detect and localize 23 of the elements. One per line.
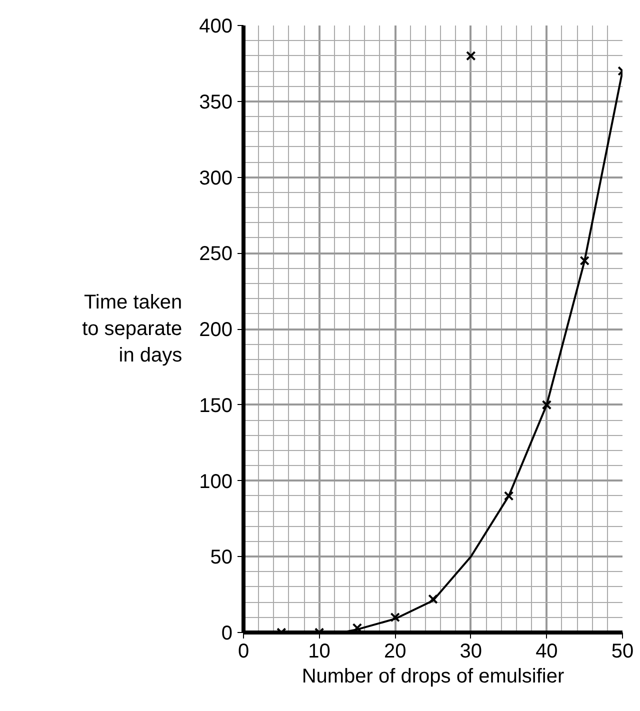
x-axis-title: Number of drops of emulsifier bbox=[302, 666, 564, 688]
y-tick-label: 0 bbox=[221, 622, 232, 644]
x-tick-label: 20 bbox=[384, 640, 406, 662]
y-tick-label: 400 bbox=[199, 16, 233, 38]
x-tick-label: 30 bbox=[460, 640, 482, 662]
x-tick-label: 40 bbox=[536, 640, 558, 662]
point bbox=[390, 612, 400, 622]
point bbox=[504, 491, 514, 501]
point bbox=[428, 594, 438, 604]
point bbox=[542, 400, 552, 410]
x-tick-label: 50 bbox=[611, 640, 634, 662]
y-tick-label: 300 bbox=[199, 167, 233, 190]
y-tick-label: 50 bbox=[210, 546, 233, 569]
y-axis-title: Time taken to separate in days bbox=[82, 292, 182, 366]
y-tick-label: 100 bbox=[199, 470, 233, 493]
y-tick-label: 350 bbox=[199, 91, 233, 114]
y-tick-label: 200 bbox=[199, 319, 233, 341]
y-tick-label: 250 bbox=[199, 243, 233, 266]
y-tick-label: 150 bbox=[199, 394, 233, 417]
x-tick-label: 0 bbox=[238, 640, 250, 662]
point bbox=[580, 256, 590, 266]
point bbox=[466, 50, 476, 61]
x-tick-label: 10 bbox=[308, 640, 330, 662]
